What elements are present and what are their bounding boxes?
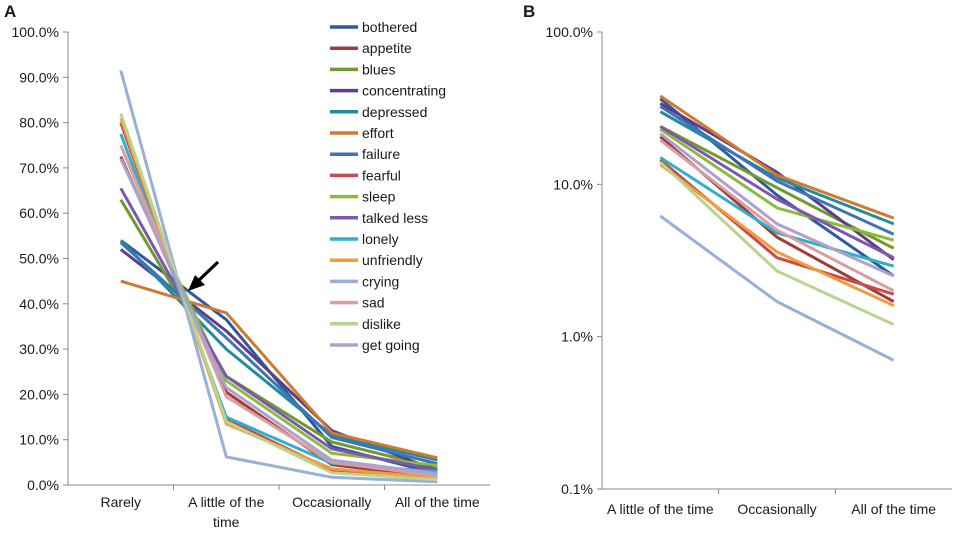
y-tick-label: 100.0%: [546, 24, 593, 40]
legend: bothered appetite blues concentrating depres…: [330, 19, 446, 353]
y-tick-label: 1.0%: [561, 329, 593, 345]
legend-label-crying: crying: [362, 273, 399, 289]
series-line-unfriendly: [659, 163, 895, 307]
series-line-dislike: [659, 161, 895, 326]
series-line-depressed: [119, 239, 438, 462]
panel-a-label: A: [4, 2, 16, 21]
panel-b-y-ticks: 0.1% 1.0% 10.0% 100.0%: [546, 24, 602, 497]
y-tick-label: 20.0%: [19, 386, 59, 402]
legend-label-lonely: lonely: [362, 231, 399, 247]
x-tick-label: Rarely: [101, 494, 141, 510]
series-line-lonely: [119, 133, 438, 474]
panel-b-series-lines: [659, 94, 895, 362]
y-tick-label: 40.0%: [19, 296, 59, 312]
legend-label-bothered: bothered: [362, 19, 417, 35]
legend-label-sad: sad: [362, 295, 385, 311]
series-line-failure: [659, 105, 895, 236]
series-line-effort: [659, 94, 895, 220]
x-tick-label: A little of the time: [607, 501, 714, 517]
series-line-talked-less: [119, 187, 438, 472]
y-tick-label: 60.0%: [19, 205, 59, 221]
panel-a-y-ticks: 0.0% 10.0% 20.0% 30.0% 40.0% 50.0% 60.0% 70.0% 8…: [12, 24, 68, 493]
series-line-lonely: [659, 156, 895, 268]
x-tick-label: All of the time: [395, 494, 480, 510]
legend-label-unfriendly: unfriendly: [362, 252, 423, 268]
series-line-crying: [659, 214, 895, 362]
series-line-talked-less: [659, 125, 895, 260]
panel-b-chart: 0.1% 1.0% 10.0% 100.0% A little of the time…: [546, 24, 952, 517]
panel-a-x-ticks: Rarely A little of the time Occasionally All…: [101, 485, 480, 530]
y-tick-label: 70.0%: [19, 160, 59, 176]
series-line-depressed: [659, 110, 895, 226]
y-tick-label: 90.0%: [19, 69, 59, 85]
legend-label-dislike: dislike: [362, 316, 401, 332]
series-line-get-going: [119, 158, 438, 476]
y-tick-label: 0.1%: [561, 481, 593, 497]
series-line-dislike: [119, 113, 438, 482]
legend-label-blues: blues: [362, 61, 395, 77]
panel-a-series-lines: [119, 70, 438, 484]
legend-label-failure: failure: [362, 146, 400, 162]
y-tick-label: 100.0%: [12, 24, 59, 40]
y-tick-label: 0.0%: [27, 477, 59, 493]
panel-b-axes: [601, 32, 952, 490]
legend-label-get-going: get going: [362, 337, 420, 353]
legend-label-sleep: sleep: [362, 189, 396, 205]
legend-label-talked-less: talked less: [362, 210, 428, 226]
y-tick-label: 30.0%: [19, 341, 59, 357]
legend-label-concentrating: concentrating: [362, 83, 446, 99]
series-line-blues: [119, 198, 438, 470]
series-line-effort: [120, 279, 438, 460]
panel-a-chart: 0.0% 10.0% 20.0% 30.0% 40.0% 50.0% 60.0% 70.0% 8…: [12, 19, 490, 530]
annotation-arrow: [188, 260, 220, 291]
x-tick-label: Occasionally: [737, 501, 816, 517]
series-line-sad: [659, 139, 895, 293]
y-tick-label: 80.0%: [19, 115, 59, 131]
series-line-sleep: [119, 158, 438, 467]
series-line-failure: [119, 241, 438, 466]
x-tick-label: Occasionally: [292, 494, 371, 510]
legend-label-depressed: depressed: [362, 104, 427, 120]
panel-b-label: B: [523, 2, 535, 21]
series-line-get-going: [659, 132, 895, 278]
y-tick-label: 10.0%: [553, 176, 593, 192]
legend-label-effort: effort: [362, 125, 394, 141]
y-tick-label: 10.0%: [19, 432, 59, 448]
legend-label-appetite: appetite: [362, 40, 412, 56]
series-line-sleep: [659, 127, 895, 242]
legend-label-fearful: fearful: [362, 167, 401, 183]
x-tick-label: A little of the time: [188, 494, 264, 528]
panel-b-x-ticks: A little of the time Occasionally All of t…: [607, 489, 936, 517]
x-tick-label: All of the time: [851, 501, 936, 517]
y-tick-label: 50.0%: [19, 251, 59, 267]
